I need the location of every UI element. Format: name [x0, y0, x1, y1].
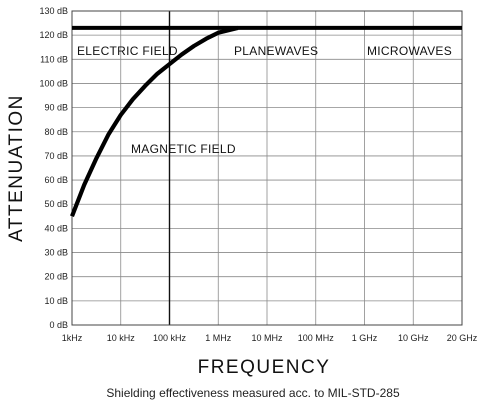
- y-tick-label: 70 dB: [44, 151, 68, 161]
- x-tick-label: 10 GHz: [398, 333, 429, 343]
- grid: [71, 10, 463, 326]
- x-tick-label: 1 GHz: [352, 333, 378, 343]
- x-tick-label: 20 GHz: [447, 333, 478, 343]
- y-tick-label: 120 dB: [39, 30, 68, 40]
- y-tick-label: 50 dB: [44, 199, 68, 209]
- y-tick-label: 60 dB: [44, 175, 68, 185]
- region-label-magnetic-field: MAGNETIC FIELD: [131, 142, 236, 156]
- x-tick-label: 1 MHz: [205, 333, 232, 343]
- series-line-magnetic-field: [70, 25, 239, 218]
- tick-labels: 0 dB 10 dB 20 dB 30 dB 40 dB 50 dB 60 dB 70 dB 8…: [39, 6, 477, 343]
- y-tick-label: 130 dB: [39, 6, 68, 16]
- x-tick-label: 10 kHz: [107, 333, 136, 343]
- x-tick-label: 100 MHz: [298, 333, 335, 343]
- y-tick-label: 10 dB: [44, 296, 68, 306]
- series-layer: [70, 25, 462, 218]
- y-tick-label: 0 dB: [49, 320, 68, 330]
- y-tick-label: 30 dB: [44, 248, 68, 258]
- y-tick-label: 20 dB: [44, 272, 68, 282]
- y-tick-label: 40 dB: [44, 223, 68, 233]
- chart-caption: Shielding effectiveness measured acc. to…: [106, 386, 400, 400]
- plot-border: [71, 10, 463, 326]
- y-tick-label: 100 dB: [39, 78, 68, 88]
- region-label-electric-field: ELECTRIC FIELD: [77, 44, 178, 58]
- region-label-planewaves: PLANEWAVES: [234, 44, 318, 58]
- y-tick-label: 110 dB: [40, 54, 68, 64]
- x-tick-label: 10 MHz: [251, 333, 283, 343]
- y-axis-title: ATTENUATION: [6, 94, 27, 242]
- x-axis-title: FREQUENCY: [198, 357, 331, 378]
- x-tick-label: 100 kHz: [153, 333, 187, 343]
- region-label-microwaves: MICROWAVES: [367, 44, 452, 58]
- y-tick-label: 90 dB: [44, 103, 68, 113]
- y-tick-label: 80 dB: [44, 127, 68, 137]
- x-tick-label: 1kHz: [62, 333, 83, 343]
